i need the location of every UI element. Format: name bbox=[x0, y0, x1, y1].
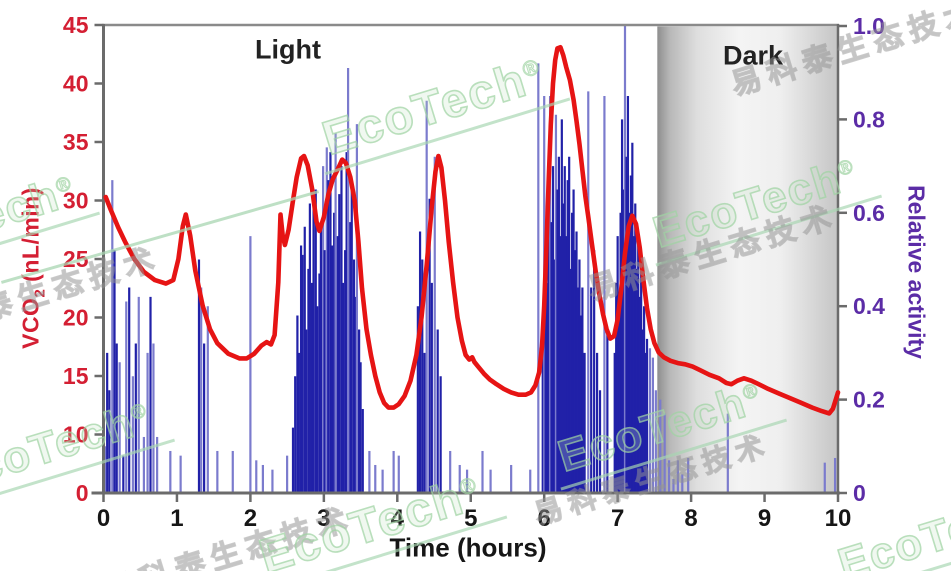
right-axis-tick-label: 0.6 bbox=[853, 200, 885, 226]
x-axis-tick-label: 4 bbox=[391, 505, 405, 532]
left-axis-tick-label: 15 bbox=[63, 363, 89, 389]
left-axis-tick-label: 10 bbox=[63, 422, 89, 448]
x-axis-tick-label: 7 bbox=[611, 505, 624, 532]
right-axis-tick-label: 0.2 bbox=[853, 387, 885, 413]
left-axis-tick-label: 20 bbox=[63, 305, 89, 331]
x-axis-tick-label: 5 bbox=[464, 505, 477, 532]
x-axis-tick-label: 6 bbox=[538, 505, 551, 532]
left-axis-tick-label: 30 bbox=[63, 188, 89, 214]
dark-phase-label: Dark bbox=[722, 40, 784, 71]
x-axis-tick-label: 9 bbox=[758, 505, 771, 532]
left-axis-tick-label: 25 bbox=[63, 246, 89, 272]
right-axis-tick-label: 0.4 bbox=[853, 293, 885, 319]
right-axis-tick-label: 0.8 bbox=[853, 106, 885, 132]
left-axis-tick-label: 45 bbox=[63, 12, 89, 38]
x-axis-tick-label: 2 bbox=[244, 505, 257, 532]
left-axis-tick-label: 0 bbox=[76, 480, 89, 506]
left-axis-title-units: (nL/min) bbox=[17, 187, 44, 289]
x-axis-title: Time (hours) bbox=[389, 532, 547, 563]
left-axis-title-sub: 2 bbox=[31, 288, 49, 298]
vco2-line-series bbox=[103, 44, 841, 416]
right-axis-tick-label: 0 bbox=[853, 480, 866, 506]
right-axis-title: Relative activity bbox=[903, 185, 930, 359]
light-phase-label: Light bbox=[255, 34, 321, 65]
right-axis-tick-label: 1.0 bbox=[853, 13, 885, 39]
dark-phase-band bbox=[657, 26, 838, 493]
x-axis-tick-label: 1 bbox=[170, 505, 183, 532]
left-axis-title: VCO2 (nL/min) bbox=[18, 187, 49, 349]
left-axis-tick-label: 40 bbox=[63, 71, 89, 97]
left-axis-tick-label: 35 bbox=[63, 129, 89, 155]
x-axis-tick-label: 0 bbox=[97, 505, 110, 532]
x-axis-tick-label: 10 bbox=[825, 505, 852, 532]
x-axis-tick-label: 3 bbox=[317, 505, 330, 532]
x-axis-tick-label: 8 bbox=[684, 505, 697, 532]
left-axis-title-main: VCO bbox=[17, 297, 44, 349]
